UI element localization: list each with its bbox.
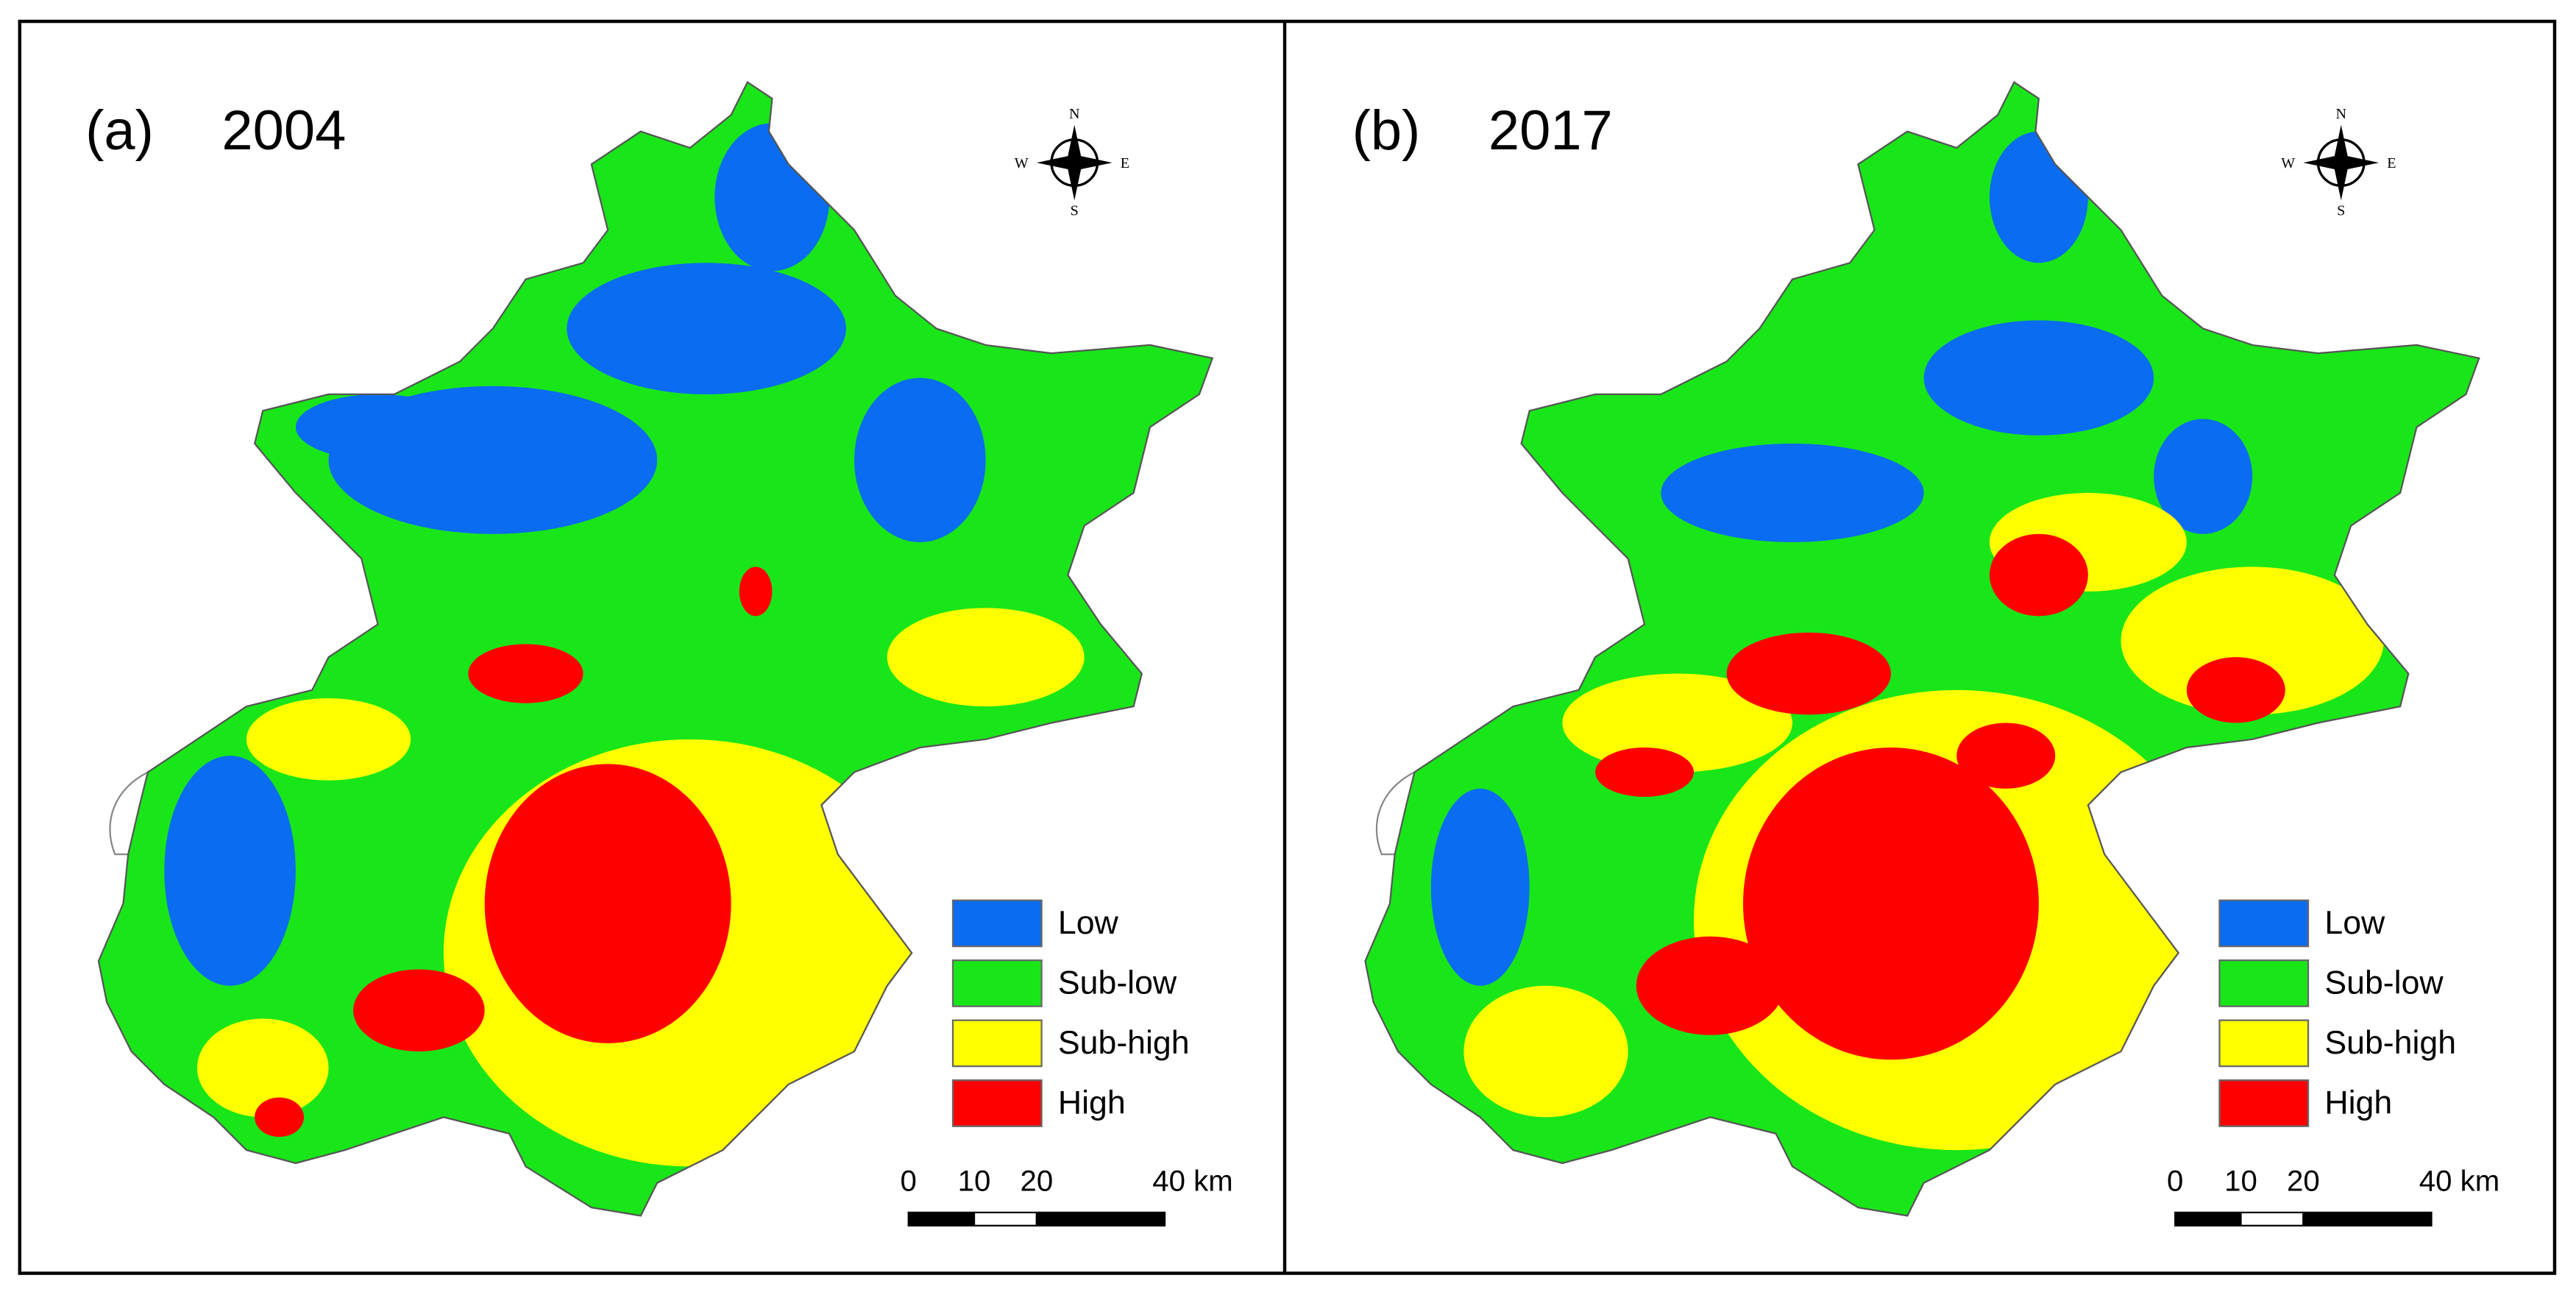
- scale-label: 10: [2224, 1164, 2257, 1197]
- compass-s: S: [2337, 203, 2345, 219]
- region: [1989, 131, 2088, 263]
- region: [1956, 723, 2056, 789]
- region: [2121, 567, 2384, 715]
- compass-star: [1036, 124, 1113, 201]
- legend-label: Sub-high: [1058, 1025, 1190, 1061]
- panel-year: 2017: [1489, 99, 1613, 162]
- region: [1742, 747, 2039, 1060]
- region: [295, 394, 461, 461]
- region: [2186, 657, 2285, 723]
- scale-segment: [973, 1211, 1038, 1227]
- compass-s: S: [1071, 203, 1079, 219]
- region: [887, 608, 1085, 707]
- region: [1726, 632, 1891, 715]
- legend-swatch: [2218, 959, 2310, 1007]
- scale-label: 0: [2167, 1164, 2183, 1197]
- compass: N S E W: [2281, 106, 2396, 219]
- legend-swatch: [2218, 1019, 2310, 1068]
- panel-label: (a): [85, 99, 154, 162]
- region: [353, 969, 485, 1052]
- frame: [18, 19, 2557, 1275]
- region: [1562, 673, 1792, 773]
- scale-segment: [2240, 1211, 2304, 1227]
- panel-label: (b): [1352, 99, 1421, 162]
- legend-swatch: [951, 959, 1043, 1007]
- region: [164, 756, 296, 986]
- legend-swatch: [951, 899, 1043, 948]
- region: [739, 567, 773, 617]
- compass-n: N: [2335, 106, 2346, 122]
- legend-label: Sub-high: [2324, 1025, 2456, 1061]
- compass-n: N: [1069, 106, 1080, 122]
- scale-label: 0: [901, 1164, 917, 1197]
- region: [1636, 936, 1784, 1035]
- compass-w: W: [2281, 155, 2295, 171]
- region: [567, 263, 846, 394]
- region: [255, 1097, 305, 1137]
- region: [484, 764, 731, 1043]
- compass-star: [2303, 124, 2380, 201]
- boundary-ext: [109, 771, 149, 856]
- panel-year: 2004: [221, 99, 346, 162]
- legend-swatch: [2218, 1079, 2310, 1127]
- region: [1661, 443, 1924, 542]
- compass-w: W: [1015, 155, 1029, 171]
- compass-e: E: [2387, 155, 2396, 171]
- legend-label: High: [1058, 1085, 1126, 1121]
- legend-swatch: [2218, 899, 2310, 948]
- legend-label: Sub-low: [1058, 965, 1177, 1001]
- region: [1595, 747, 1694, 797]
- scale-label: 20: [1021, 1164, 1054, 1197]
- scale-segment: [2174, 1211, 2242, 1227]
- legend-label: Low: [2324, 905, 2385, 941]
- region: [854, 377, 986, 542]
- legend-label: High: [2324, 1085, 2392, 1121]
- region: [196, 1018, 329, 1118]
- panel: (a) 2004 N S E W Low Sub-low Sub-high High 0 10 20 40…: [85, 81, 1233, 1227]
- scale-segment: [2302, 1211, 2433, 1227]
- boundary-ext: [1375, 771, 1415, 856]
- region: [2154, 419, 2253, 534]
- scale-label: 20: [2287, 1164, 2320, 1197]
- panel: (b) 2017 N S E W Low Sub-low Sub-high High 0 10 20 40…: [1352, 81, 2499, 1227]
- region: [1463, 985, 1628, 1118]
- scale-segment: [1035, 1211, 1166, 1227]
- region: [1430, 788, 1530, 986]
- legend-label: Low: [1058, 905, 1119, 941]
- compass: N S E W: [1015, 106, 1129, 219]
- legend-swatch: [951, 1019, 1043, 1068]
- region: [1989, 533, 2088, 617]
- scale-label: 10: [958, 1164, 991, 1197]
- region: [714, 123, 830, 271]
- legend-swatch: [951, 1079, 1043, 1127]
- legend-label: Sub-low: [2324, 965, 2444, 1001]
- region: [1923, 320, 2154, 436]
- scale-label: 40 km: [2419, 1164, 2499, 1197]
- scale-segment: [907, 1211, 976, 1227]
- outline: [97, 81, 1214, 1217]
- outline: [1364, 81, 2480, 1217]
- compass-e: E: [1121, 155, 1129, 171]
- scale-label: 40 km: [1152, 1164, 1232, 1197]
- region: [468, 644, 583, 703]
- region: [246, 698, 411, 781]
